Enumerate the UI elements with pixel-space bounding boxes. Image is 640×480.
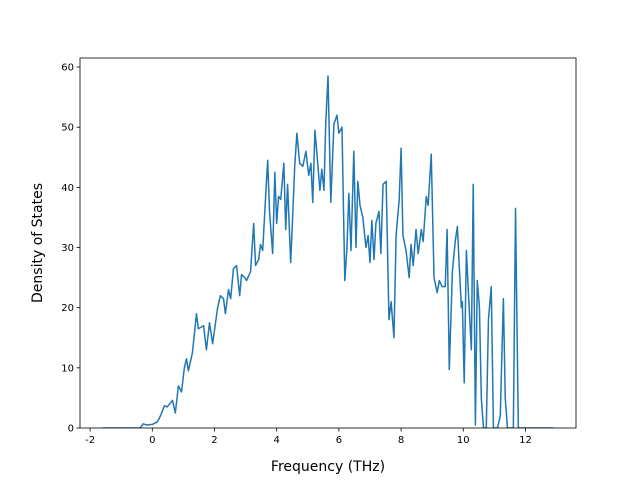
y-tick-label: 10 — [61, 363, 74, 374]
x-tick-label: 10 — [457, 435, 470, 446]
plot-frame — [79, 57, 577, 429]
x-axis-label: Frequency (THz) — [271, 459, 385, 475]
x-tick-label: 2 — [211, 435, 217, 446]
y-tick-label: 40 — [61, 183, 74, 194]
y-tick-label: 30 — [61, 243, 74, 254]
x-tick-label: 4 — [274, 435, 280, 446]
x-tick-label: 0 — [149, 435, 155, 446]
y-axis-label: Density of States — [30, 183, 46, 303]
y-tick-label: 60 — [61, 63, 74, 74]
x-tick-label: 12 — [519, 435, 532, 446]
x-tick-label: 6 — [336, 435, 342, 446]
x-tick-label: -2 — [85, 435, 95, 446]
y-tick-label: 50 — [61, 123, 74, 134]
x-tick-label: 8 — [398, 435, 404, 446]
data-line — [102, 75, 554, 428]
y-tick-label: 0 — [68, 424, 74, 435]
y-tick-label: 20 — [61, 303, 74, 314]
